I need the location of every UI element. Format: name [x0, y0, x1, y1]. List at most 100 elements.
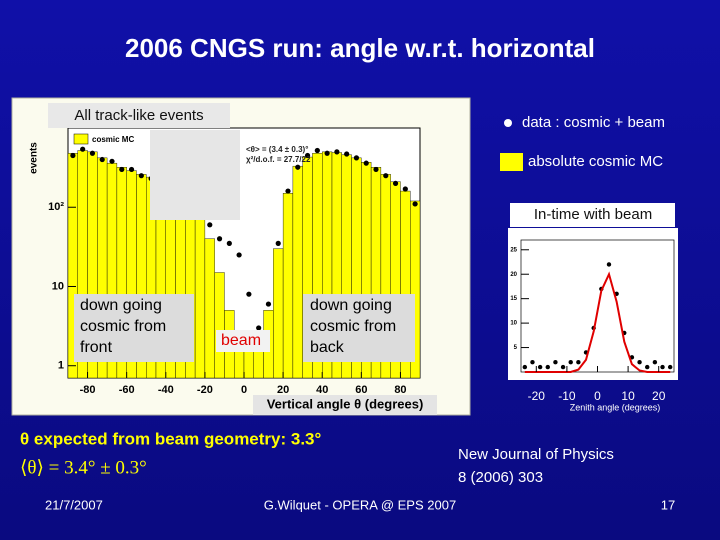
data-point [522, 364, 528, 370]
x-tick-label: 0 [241, 384, 247, 396]
data-point [304, 152, 311, 159]
data-point [246, 291, 252, 297]
data-point [402, 186, 408, 192]
data-point [553, 360, 558, 365]
histogram-bar [204, 238, 215, 379]
data-point [128, 166, 135, 173]
data-point [324, 150, 330, 156]
x-tick-label: 60 [355, 384, 367, 396]
data-point [89, 150, 96, 156]
data-point [576, 360, 581, 365]
y-tick-label: 20 [510, 272, 517, 278]
y-tick-label: 15 [510, 296, 517, 302]
inset-frame [508, 228, 678, 380]
data-point [545, 364, 550, 370]
data-point [568, 360, 573, 365]
data-point [80, 146, 86, 152]
x-tick-label: 20 [277, 384, 289, 396]
data-point [256, 325, 262, 331]
histogram-bar [273, 248, 284, 379]
data-point [344, 151, 350, 157]
footer-date: 21/7/2007 [45, 497, 103, 512]
data-point [560, 364, 566, 370]
label-box [216, 330, 270, 352]
x-tick-label: 0 [594, 389, 601, 403]
data-point [207, 222, 213, 228]
x-tick-label: -40 [158, 384, 174, 396]
histogram-bar [410, 200, 421, 379]
legend-swatch [500, 153, 523, 171]
x-tick-label: 10 [621, 389, 635, 403]
x-axis-label: Vertical angle θ (degrees) [267, 396, 424, 411]
label-box [253, 395, 437, 415]
x-tick-label: 80 [394, 384, 406, 396]
measured-text: ⟨θ⟩ = 3.4° ± 0.3° [20, 457, 147, 478]
y-tick-label: 10 [52, 280, 64, 292]
y-tick-label: 5 [514, 345, 518, 351]
expected-text: θ expected from beam geometry: 3.3° [20, 429, 322, 448]
data-point [226, 240, 232, 246]
data-point [667, 364, 673, 370]
fit-curve [524, 271, 671, 373]
data-point [530, 360, 535, 365]
legend-label: absolute cosmic MC [528, 153, 663, 170]
footer-center: G.Wilquet - OPERA @ EPS 2007 [264, 497, 456, 512]
x-tick-label: 20 [652, 389, 666, 403]
fit-mean: <θ> = (3.4 ± 0.3)° [246, 145, 308, 154]
legend-label: data : cosmic + beam [522, 114, 665, 131]
data-point [236, 252, 242, 258]
histogram-bar [243, 351, 254, 379]
data-point [314, 147, 320, 154]
annotation: back [310, 339, 345, 356]
data-point [216, 236, 223, 242]
annotation: beam [221, 332, 261, 349]
blank-box [150, 130, 240, 220]
label-box [74, 294, 194, 362]
inner-legend-label: cosmic MC [92, 135, 134, 144]
annotation: down going [80, 297, 162, 314]
data-point [383, 173, 389, 179]
inset-label-box [510, 203, 675, 227]
x-tick-label: 40 [316, 384, 328, 396]
histogram-bar [214, 272, 225, 379]
y-axis-label: events [29, 142, 40, 174]
panel-label-box [48, 103, 230, 128]
data-point [412, 201, 418, 207]
y-tick-label: 10² [48, 201, 64, 213]
data-point [334, 149, 340, 155]
reference: New Journal of Physics [458, 446, 614, 463]
data-point [606, 262, 612, 267]
annotation: cosmic from [310, 318, 396, 335]
histogram-bar [282, 193, 294, 379]
data-point [392, 180, 399, 186]
x-tick-label: -20 [197, 384, 213, 396]
inset-label: In-time with beam [534, 206, 652, 223]
data-point [295, 164, 301, 170]
data-point [70, 152, 76, 159]
data-point [138, 173, 144, 179]
x-tick-label: -80 [80, 384, 96, 396]
data-point [660, 364, 665, 370]
slide-title: 2006 CNGS run: angle w.r.t. horizontal [125, 33, 595, 63]
panel-label: All track-like events [74, 107, 203, 124]
reference: 8 (2006) 303 [458, 469, 543, 486]
y-tick-label: 10 [510, 321, 517, 327]
histogram-bar [194, 200, 206, 379]
legend-marker [504, 119, 512, 127]
y-tick-label: 25 [510, 247, 517, 253]
label-box [303, 294, 415, 362]
data-point [652, 360, 658, 365]
data-point [637, 360, 642, 365]
x-tick-label: -20 [528, 389, 546, 403]
inset-x-label: Zenith angle (degrees) [570, 402, 661, 412]
annotation: cosmic from [80, 318, 166, 335]
annotation: front [80, 339, 113, 356]
page-number: 17 [661, 497, 675, 512]
fit-chi2: χ²/d.o.f. = 27.7/22 [246, 155, 311, 164]
data-point [645, 364, 650, 370]
histogram-bar [292, 165, 303, 379]
inner-legend-swatch [73, 133, 89, 145]
x-tick-label: -60 [119, 384, 135, 396]
data-point [353, 155, 360, 161]
data-point [119, 166, 125, 173]
